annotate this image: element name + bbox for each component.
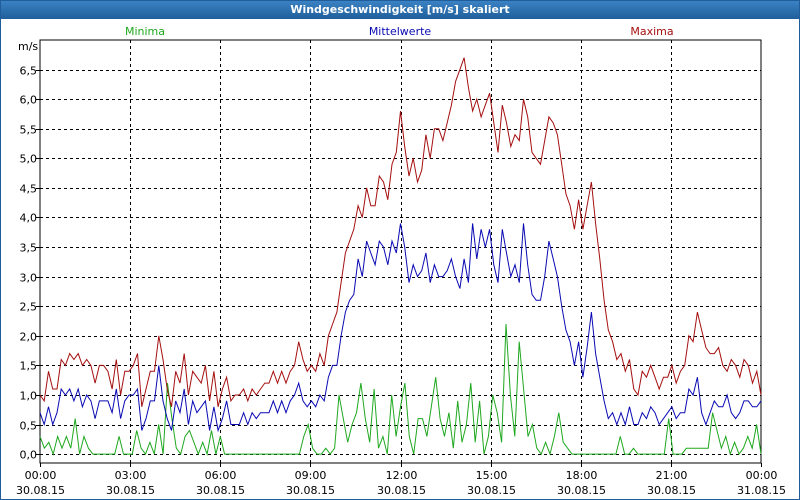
legend-mittelwerte: Mittelwerte bbox=[369, 25, 432, 38]
y-tick-label: 6,0 bbox=[20, 94, 38, 107]
legend-minima: Minima bbox=[125, 25, 165, 38]
x-tick-time: 12:00 bbox=[386, 469, 418, 482]
x-tick-time: 00:00 bbox=[746, 469, 778, 482]
x-tick-date: 30.08.15 bbox=[467, 484, 516, 497]
x-tick-time: 06:00 bbox=[205, 469, 237, 482]
y-tick-label: 1,0 bbox=[20, 390, 38, 403]
y-tick-label: 0,5 bbox=[20, 420, 38, 433]
x-tick-time: 03:00 bbox=[115, 469, 147, 482]
y-tick-label: 1,5 bbox=[20, 360, 38, 373]
x-axis: 00:00 30.08.15 03:00 30.08.15 06:00 30.08.15 0… bbox=[16, 463, 786, 497]
series-line-minima bbox=[39, 323, 762, 456]
x-tick-date: 30.08.15 bbox=[106, 484, 155, 497]
y-tick-label: 4,5 bbox=[20, 183, 38, 196]
series-line-maxima bbox=[39, 57, 762, 407]
x-tick-date: 30.08.15 bbox=[377, 484, 426, 497]
series-group bbox=[39, 57, 762, 456]
y-tick-label: 2,5 bbox=[20, 301, 38, 314]
chart-title: Windgeschwindigkeit [m/s] skaliert bbox=[1, 1, 799, 19]
x-tick-date: 30.08.15 bbox=[557, 484, 606, 497]
y-tick-label: 5,0 bbox=[20, 153, 38, 166]
plot-area bbox=[39, 39, 762, 464]
x-tick-date: 30.08.15 bbox=[16, 484, 65, 497]
legend-maxima: Maxima bbox=[630, 25, 673, 38]
x-tick-time: 21:00 bbox=[656, 469, 688, 482]
y-axis: 0,0 0,5 1,0 1,5 2,0 2,5 3,0 3,5 4,0 4,5 5,0 5,5 6,0 6… bbox=[20, 65, 40, 462]
grid bbox=[40, 40, 761, 463]
y-tick-label: 3,0 bbox=[20, 272, 38, 285]
x-tick-time: 18:00 bbox=[566, 469, 598, 482]
x-tick-time: 09:00 bbox=[295, 469, 327, 482]
x-tick-date: 31.08.15 bbox=[737, 484, 786, 497]
x-tick-date: 30.08.15 bbox=[647, 484, 696, 497]
x-tick-date: 30.08.15 bbox=[286, 484, 335, 497]
x-tick-time: 15:00 bbox=[476, 469, 508, 482]
y-tick-label: 3,5 bbox=[20, 242, 38, 255]
y-tick-label: 4,0 bbox=[20, 212, 38, 225]
x-tick-time: 00:00 bbox=[25, 469, 57, 482]
x-tick-date: 30.08.15 bbox=[196, 484, 245, 497]
y-tick-label: 6,5 bbox=[20, 65, 38, 78]
y-tick-label: 2,0 bbox=[20, 331, 38, 344]
y-axis-label: m/s bbox=[18, 40, 38, 53]
y-tick-label: 0,0 bbox=[20, 449, 38, 462]
y-tick-label: 5,5 bbox=[20, 124, 38, 137]
series-line-mittelwerte bbox=[39, 223, 762, 433]
